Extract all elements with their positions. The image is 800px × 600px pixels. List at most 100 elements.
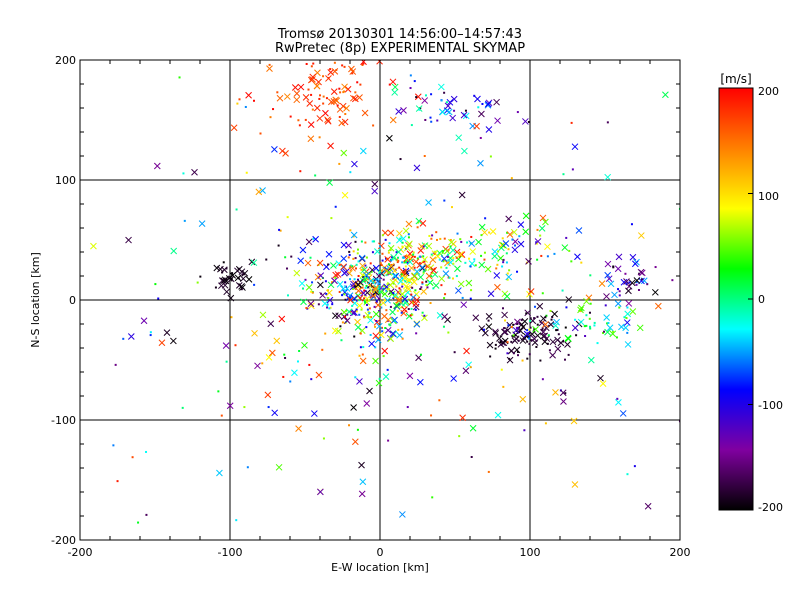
scatter-cross xyxy=(336,106,344,113)
scatter-dot xyxy=(604,304,607,307)
scatter-cross xyxy=(510,228,518,236)
scatter-dot xyxy=(319,94,322,97)
scatter-dot xyxy=(368,284,371,287)
scatter-dot xyxy=(411,313,414,316)
scatter-cross xyxy=(313,82,321,90)
scatter-cross xyxy=(227,294,235,302)
x-tick-label: 100 xyxy=(520,546,541,559)
scatter-dot xyxy=(365,275,368,278)
scatter-dot xyxy=(504,319,507,322)
scatter-cross xyxy=(358,490,366,498)
scatter-dot xyxy=(414,289,417,292)
scatter-dot xyxy=(240,288,243,291)
scatter-dot xyxy=(507,248,510,251)
scatter-dot xyxy=(506,352,509,355)
scatter-dot xyxy=(623,316,626,319)
scatter-cross xyxy=(514,318,521,326)
scatter-dot xyxy=(368,307,371,310)
scatter-dot xyxy=(516,270,519,273)
scatter-cross xyxy=(615,399,622,406)
scatter-dot xyxy=(464,261,467,264)
scatter-dot xyxy=(365,256,368,259)
scatter-cross xyxy=(372,357,379,365)
scatter-cross xyxy=(372,284,379,292)
scatter-dot xyxy=(386,283,389,286)
scatter-dot xyxy=(183,219,186,222)
scatter-dot xyxy=(588,311,591,314)
scatter-dot xyxy=(329,306,332,309)
scatter-cross xyxy=(297,257,305,265)
scatter-cross xyxy=(340,241,348,249)
scatter-cross xyxy=(609,330,617,338)
scatter-dot xyxy=(385,257,388,260)
scatter-cross xyxy=(125,236,132,244)
scatter-dot xyxy=(370,270,373,273)
scatter-dot xyxy=(618,306,621,309)
scatter-dot xyxy=(630,223,633,226)
scatter-dot xyxy=(354,285,357,288)
scatter-cross xyxy=(577,306,584,314)
scatter-dot xyxy=(310,378,313,381)
scatter-dot xyxy=(312,237,315,240)
scatter-dot xyxy=(384,326,387,329)
scatter-dot xyxy=(388,263,391,266)
scatter-dot xyxy=(344,281,347,284)
scatter-dot xyxy=(528,353,531,356)
scatter-cross xyxy=(474,95,481,103)
scatter-dot xyxy=(593,321,596,324)
scatter-cross xyxy=(604,271,612,279)
scatter-dot xyxy=(430,275,433,278)
scatter-dot xyxy=(407,278,410,281)
scatter-cross xyxy=(359,478,367,486)
scatter-cross xyxy=(628,279,636,287)
scatter-dot xyxy=(344,315,347,318)
scatter-cross xyxy=(540,315,547,322)
scatter-cross xyxy=(493,98,500,106)
scatter-cross xyxy=(484,100,492,108)
scatter-dot xyxy=(394,320,397,323)
scatter-cross xyxy=(341,83,348,91)
scatter-dot xyxy=(429,302,432,305)
scatter-cross xyxy=(494,283,501,291)
scatter-dot xyxy=(420,286,423,289)
scatter-cross xyxy=(356,94,363,101)
scatter-cross xyxy=(304,259,312,267)
scatter-cross xyxy=(644,502,652,510)
scatter-dot xyxy=(389,249,392,252)
scatter-dot xyxy=(518,331,521,334)
scatter-dot xyxy=(362,62,365,65)
scatter-cross xyxy=(371,286,379,294)
scatter-cross xyxy=(489,228,497,235)
scatter-cross xyxy=(266,65,273,72)
scatter-dot xyxy=(565,236,568,239)
scatter-dot xyxy=(401,285,404,288)
scatter-cross xyxy=(636,324,644,332)
scatter-cross xyxy=(264,391,272,399)
scatter-cross xyxy=(436,312,444,319)
scatter-dot xyxy=(298,349,301,352)
scatter-dot xyxy=(521,359,524,362)
scatter-cross xyxy=(614,265,622,273)
scatter-cross xyxy=(399,235,407,242)
scatter-cross xyxy=(404,284,411,292)
scatter-dot xyxy=(346,313,349,316)
scatter-dot xyxy=(544,422,547,425)
scatter-dot xyxy=(362,346,365,349)
scatter-dot xyxy=(222,261,225,264)
scatter-dot xyxy=(574,318,577,321)
scatter-cross xyxy=(330,88,338,96)
scatter-cross xyxy=(622,324,629,332)
scatter-cross xyxy=(484,265,492,273)
scatter-cross xyxy=(360,289,367,297)
scatter-cross xyxy=(354,318,361,326)
scatter-dot xyxy=(561,289,564,292)
scatter-cross xyxy=(403,244,411,252)
scatter-cross xyxy=(462,112,470,120)
scatter-dot xyxy=(149,331,152,334)
scatter-cross xyxy=(325,250,333,258)
scatter-dot xyxy=(382,355,385,358)
scatter-dot xyxy=(181,406,184,409)
scatter-dot xyxy=(318,136,321,139)
scatter-dot xyxy=(276,91,279,94)
scatter-cross xyxy=(631,260,639,268)
